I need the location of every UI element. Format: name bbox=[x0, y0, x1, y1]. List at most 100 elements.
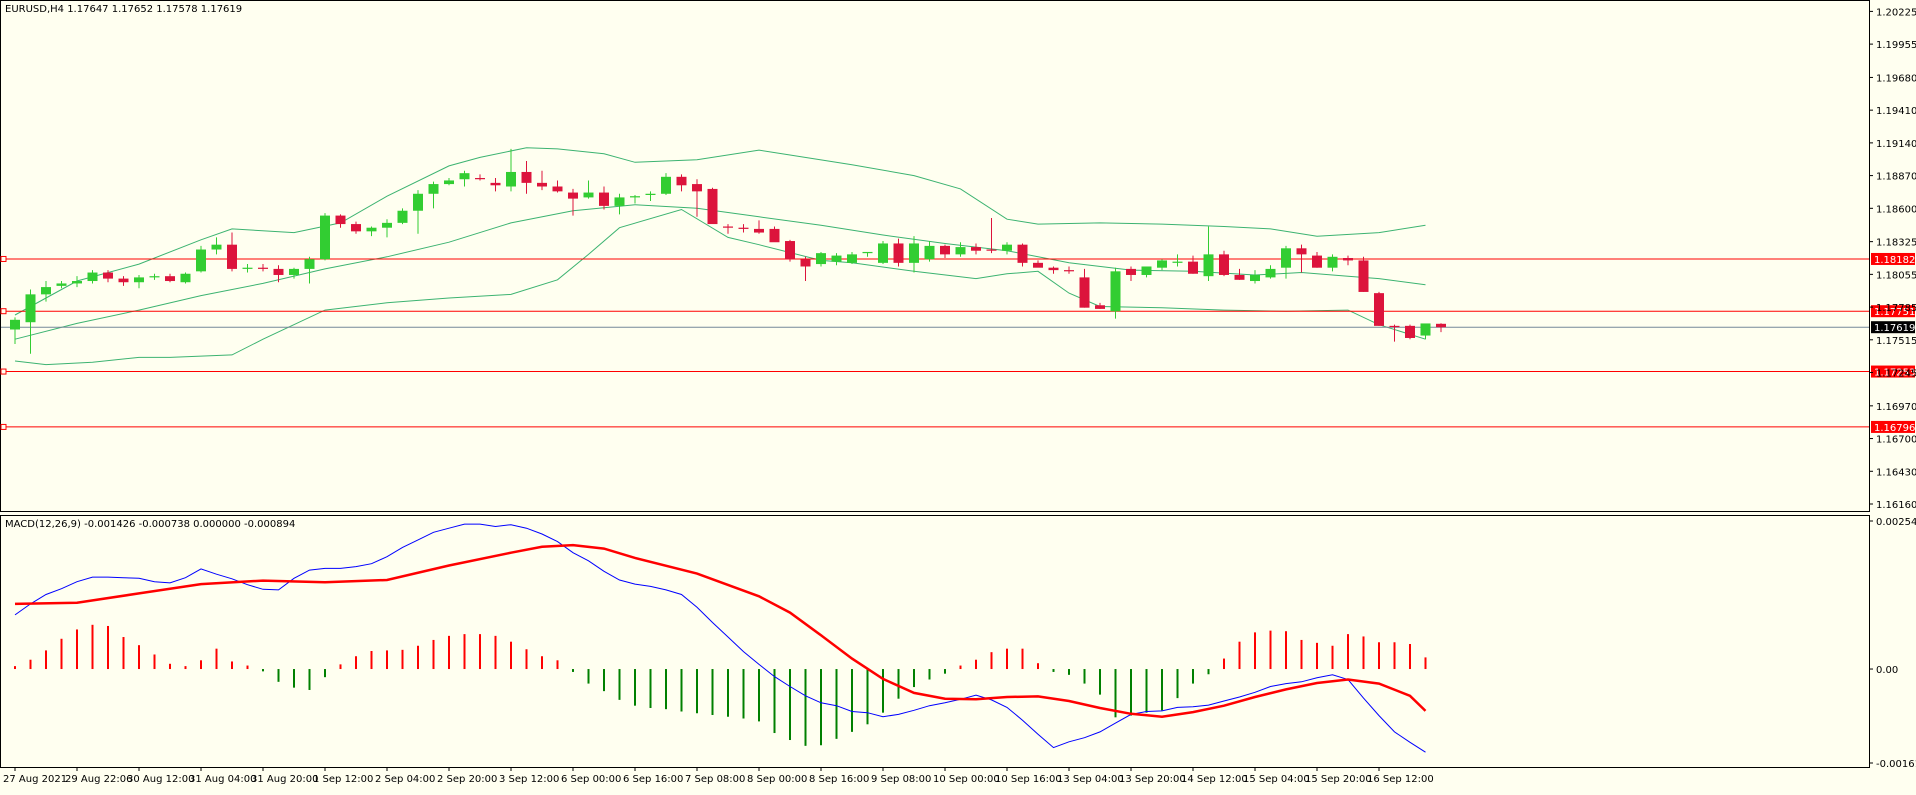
candle-body bbox=[41, 287, 51, 295]
candle-body bbox=[1110, 271, 1121, 312]
price-tick-label: 1.19410 bbox=[1876, 106, 1916, 117]
candle-body bbox=[1358, 260, 1369, 292]
macd-tick-label: 0.002544 bbox=[1876, 517, 1916, 528]
horizontal-lines[interactable]: 1.18182 1.17751 1.17253 1.16796 1.17619 bbox=[0, 252, 1915, 434]
candle-body bbox=[72, 281, 82, 284]
candle-body bbox=[413, 193, 423, 211]
time-tick-label: 6 Sep 16:00 bbox=[623, 774, 683, 785]
signal-line bbox=[14, 543, 1427, 718]
time-tick-label: 30 Aug 12:00 bbox=[127, 774, 194, 785]
candle-body bbox=[196, 249, 206, 272]
time-tick-label: 29 Aug 22:06 bbox=[65, 774, 132, 785]
candle-body bbox=[1219, 254, 1229, 275]
candle-body bbox=[1296, 248, 1307, 255]
candle-body bbox=[10, 319, 20, 330]
time-tick-label: 7 Sep 08:00 bbox=[685, 774, 745, 785]
candle-body bbox=[847, 254, 857, 263]
candle-body bbox=[676, 176, 687, 186]
time-tick-label: 8 Sep 16:00 bbox=[809, 774, 869, 785]
candle-body bbox=[537, 182, 547, 187]
candle-body bbox=[1312, 255, 1322, 268]
candle-body bbox=[599, 192, 609, 206]
hline-price-label-bg bbox=[1871, 420, 1915, 433]
candle-body bbox=[258, 267, 268, 269]
candle-body bbox=[862, 251, 873, 254]
hline-anchor[interactable] bbox=[0, 255, 7, 262]
time-tick-label: 15 Sep 20:00 bbox=[1305, 774, 1372, 785]
candle-body bbox=[971, 247, 981, 251]
candle-body bbox=[1250, 274, 1260, 282]
candle-body bbox=[924, 245, 935, 260]
time-tick-label: 13 Sep 04:00 bbox=[1057, 774, 1124, 785]
time-tick-label: 16 Sep 12:00 bbox=[1367, 774, 1434, 785]
candle-body bbox=[428, 184, 439, 194]
time-tick-label: 31 Aug 04:00 bbox=[189, 774, 256, 785]
candle-body bbox=[103, 272, 113, 279]
time-tick-label: 10 Sep 00:00 bbox=[933, 774, 1000, 785]
price-tick-label: 1.18055 bbox=[1876, 270, 1916, 281]
candle-body bbox=[552, 186, 563, 192]
candle-body bbox=[800, 259, 811, 267]
candle-body bbox=[1234, 274, 1245, 280]
candle-body bbox=[521, 171, 532, 183]
candle-body bbox=[366, 227, 377, 232]
hline-price-label: 1.18182 bbox=[1874, 255, 1915, 266]
candle-body bbox=[692, 184, 702, 192]
candle-body bbox=[56, 283, 67, 286]
candle-body bbox=[1157, 260, 1167, 268]
macd-pane-label: MACD(12,26,9) -0.001426 -0.000738 0.0000… bbox=[5, 519, 295, 530]
candle-body bbox=[289, 268, 299, 275]
price-tick-label: 1.16430 bbox=[1876, 467, 1916, 478]
candle-body bbox=[1126, 268, 1136, 275]
current-price-label: 1.17619 bbox=[1874, 323, 1915, 334]
candle-body bbox=[506, 171, 516, 187]
candle-body bbox=[459, 173, 470, 180]
price-axis: 1.20225 1.19955 1.19680 1.19410 1.19140 1.188… bbox=[1869, 7, 1916, 770]
current-price-label-bg bbox=[1871, 321, 1915, 334]
candle-body bbox=[1281, 248, 1291, 268]
price-tick-label: 1.19680 bbox=[1876, 73, 1916, 84]
candle-body bbox=[444, 180, 454, 185]
candle-body bbox=[1048, 267, 1059, 271]
hline-price-label-bg bbox=[1871, 305, 1915, 318]
candle-body bbox=[986, 249, 997, 251]
hline-price-label: 1.17253 bbox=[1874, 368, 1915, 379]
time-tick-label: 14 Sep 12:00 bbox=[1181, 774, 1248, 785]
candle-body bbox=[149, 276, 160, 278]
candle-body bbox=[785, 241, 795, 260]
candle-body bbox=[25, 294, 36, 323]
candle-body bbox=[738, 227, 749, 229]
candle-body bbox=[1002, 244, 1012, 251]
time-tick-label: 13 Sep 20:00 bbox=[1119, 774, 1186, 785]
hline-price-label-bg bbox=[1871, 252, 1915, 265]
time-tick-label: 15 Sep 04:00 bbox=[1243, 774, 1310, 785]
time-tick-label: 9 Sep 08:00 bbox=[871, 774, 931, 785]
price-tick-label: 1.20225 bbox=[1876, 7, 1916, 18]
candle-body bbox=[1033, 262, 1043, 268]
candle-body bbox=[490, 182, 501, 186]
candle-body bbox=[397, 210, 408, 223]
hline-price-label-bg bbox=[1871, 365, 1915, 378]
time-tick-label: 10 Sep 16:00 bbox=[995, 774, 1062, 785]
hline-anchor[interactable] bbox=[0, 308, 7, 315]
time-tick-label: 27 Aug 2021 bbox=[3, 774, 67, 785]
price-tick-label: 1.17515 bbox=[1876, 336, 1916, 347]
candle-body bbox=[1420, 323, 1431, 336]
candle-body bbox=[1327, 256, 1338, 268]
candle-body bbox=[1017, 244, 1028, 263]
candle-body bbox=[87, 272, 98, 282]
candle-body bbox=[816, 253, 826, 265]
candle-body bbox=[940, 245, 950, 255]
candle-body bbox=[1095, 305, 1105, 309]
candle-body bbox=[661, 176, 671, 194]
macd-pane-frame bbox=[0, 515, 1870, 768]
candle-body bbox=[1064, 270, 1074, 272]
candle-body bbox=[630, 196, 640, 198]
hline-anchor[interactable] bbox=[0, 368, 7, 375]
hline-anchor[interactable] bbox=[0, 423, 7, 430]
candle-body bbox=[1389, 325, 1400, 328]
